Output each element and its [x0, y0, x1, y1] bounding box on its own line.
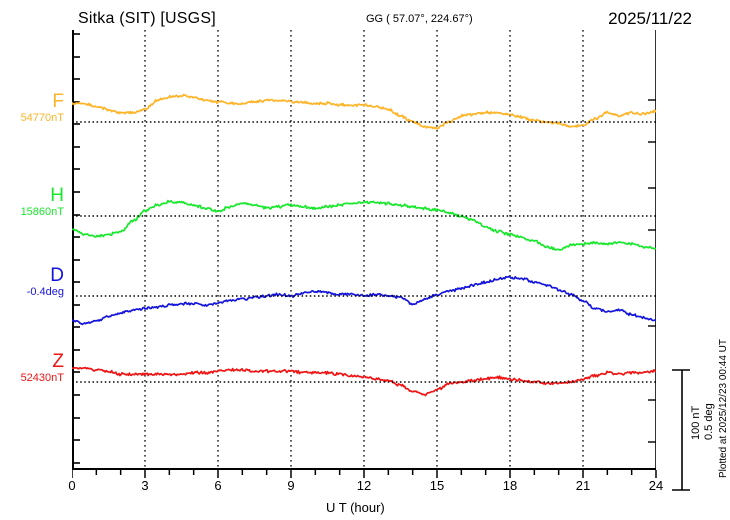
component-baseline-d: -0.4deg	[26, 286, 64, 298]
component-label-f: F 54770nT	[0, 92, 64, 126]
component-baseline-z: 52430nT	[20, 372, 64, 384]
component-name-f: F	[52, 91, 64, 112]
component-label-z: Z 52430nT	[0, 352, 64, 386]
x-tick-label-24: 24	[648, 478, 664, 493]
page-title: Sitka (SIT) [USGS]	[78, 10, 216, 27]
x-tick-label-12: 12	[356, 478, 372, 493]
plot-area	[72, 30, 656, 470]
scale-bar-icon	[672, 369, 690, 491]
x-tick-label-3: 3	[141, 478, 149, 493]
trace-h	[72, 199, 656, 252]
geographic-coordinates: GG ( 57.07°, 224.67°)	[366, 13, 473, 25]
plot-frame	[72, 30, 656, 470]
x-tick-label-18: 18	[502, 478, 518, 493]
component-baseline-f: 54770nT	[20, 112, 64, 124]
component-name-d: D	[50, 265, 64, 286]
scale-bar-deg: 0.5 deg	[702, 403, 715, 440]
x-tick-label-15: 15	[429, 478, 445, 493]
component-baseline-h: 15860nT	[20, 206, 64, 218]
trace-z	[72, 366, 656, 397]
x-tick-label-6: 6	[214, 478, 222, 493]
component-label-h: H 15860nT	[0, 186, 64, 220]
x-tick-label-0: 0	[68, 478, 76, 493]
x-tick-label-21: 21	[575, 478, 591, 493]
x-tick-label-9: 9	[287, 478, 295, 493]
x-axis-ticks	[72, 470, 657, 478]
traces-svg	[72, 30, 656, 470]
component-name-h: H	[50, 185, 64, 206]
trace-f	[72, 93, 656, 130]
component-label-d: D -0.4deg	[0, 266, 64, 300]
observation-date: 2025/11/22	[608, 9, 692, 28]
component-name-z: Z	[52, 351, 64, 372]
scale-bar-label: 100 nT 0.5 deg	[690, 403, 715, 440]
x-axis-title: U T (hour)	[326, 500, 385, 515]
plotted-at-timestamp: Plotted at 2025/12/23 00:44 UT	[718, 339, 729, 478]
scale-bar-nt: 100 nT	[690, 405, 702, 440]
